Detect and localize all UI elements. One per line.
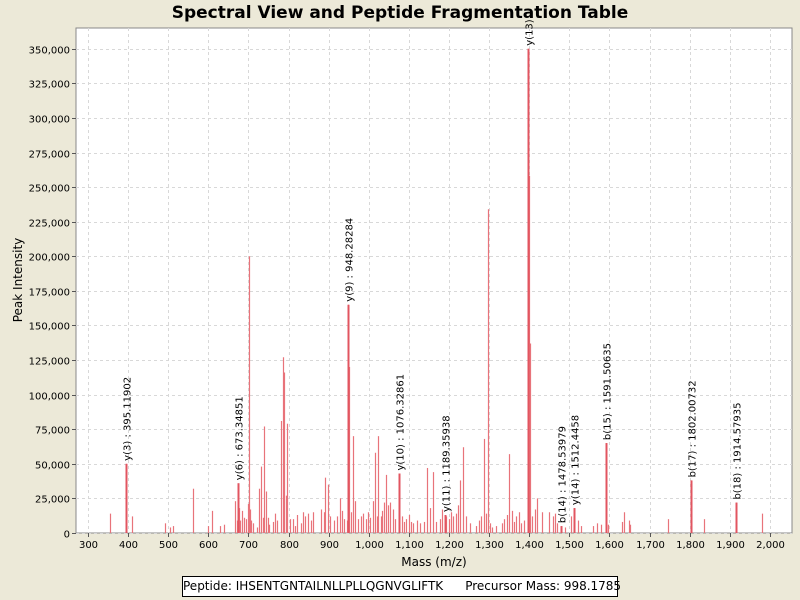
x-tick-label: 1,800 bbox=[676, 540, 705, 551]
x-tick-label: 800 bbox=[280, 540, 299, 551]
peak-annotation-label: y(10) : 1076.32861 bbox=[396, 374, 407, 471]
peak-annotation-label: y(13) bbox=[525, 19, 536, 46]
peak-annotation-label: b(14) : 1478.53979 bbox=[558, 426, 569, 523]
x-tick-label: 1,100 bbox=[395, 540, 424, 551]
x-tick-label: 1,000 bbox=[355, 540, 384, 551]
peptide-sequence: Peptide: IHSENTGNTAILNLLPLLQGNVGLIFTK bbox=[183, 579, 444, 593]
plot-area bbox=[75, 27, 793, 534]
peak-annotation-label: b(15) : 1591.50635 bbox=[603, 343, 614, 440]
chart-title: Spectral View and Peptide Fragmentation … bbox=[171, 3, 629, 23]
y-tick-label: 175,000 bbox=[29, 288, 70, 299]
x-axis-label: Mass (m/z) bbox=[401, 555, 466, 569]
y-tick-label: 300,000 bbox=[29, 115, 70, 126]
y-tick-label: 225,000 bbox=[29, 219, 70, 230]
precursor-mass: Precursor Mass: 998.1785 bbox=[465, 579, 622, 593]
y-tick-label: 150,000 bbox=[29, 322, 70, 333]
y-tick-label: 325,000 bbox=[29, 80, 70, 91]
x-tick-label: 1,300 bbox=[475, 540, 504, 551]
peptide-info-box: Peptide: IHSENTGNTAILNLLPLLQGNVGLIFTK Pre… bbox=[182, 576, 622, 597]
x-tick-label: 500 bbox=[159, 540, 178, 551]
x-tick-label: 300 bbox=[79, 540, 98, 551]
axes: 0 25,000 50,000 75,000 100,000 125,000 150,000… bbox=[29, 46, 785, 552]
y-tick-label: 125,000 bbox=[29, 357, 70, 368]
peak-annotation-label: b(18) : 1914.57935 bbox=[733, 403, 744, 500]
peak-annotations: y(3) : 395.11902 y(6) : 673.34851 y(9) : 9… bbox=[123, 19, 744, 533]
y-axis-label: Peak Intensity bbox=[11, 238, 25, 323]
y-tick-label: 25,000 bbox=[35, 495, 70, 506]
x-tick-label: 400 bbox=[119, 540, 138, 551]
x-tick-label: 1,400 bbox=[515, 540, 544, 551]
y-tick-label: 75,000 bbox=[35, 426, 70, 437]
peak-annotation-label: y(3) : 395.11902 bbox=[123, 377, 134, 461]
x-tick-label: 2,000 bbox=[756, 540, 785, 551]
x-tick-label: 600 bbox=[199, 540, 218, 551]
x-tick-label: 1,600 bbox=[595, 540, 624, 551]
x-tick-label: 700 bbox=[239, 540, 258, 551]
peak-annotation-label: y(11) : 1189.35938 bbox=[442, 415, 453, 512]
y-tick-label: 50,000 bbox=[35, 461, 70, 472]
x-tick-label: 1,200 bbox=[435, 540, 464, 551]
x-tick-label: 1,700 bbox=[636, 540, 665, 551]
grid-lines bbox=[76, 28, 792, 534]
peak-annotation-label: y(9) : 948.28284 bbox=[345, 218, 356, 302]
x-tick-label: 1,500 bbox=[555, 540, 584, 551]
y-tick-label: 350,000 bbox=[29, 46, 70, 57]
peak-annotation-label: b(17) : 1802.00732 bbox=[688, 380, 699, 477]
peak-annotation-label: y(6) : 673.34851 bbox=[235, 396, 246, 480]
y-tick-label: 100,000 bbox=[29, 392, 70, 403]
x-tick-label: 900 bbox=[320, 540, 339, 551]
y-tick-label: 250,000 bbox=[29, 184, 70, 195]
y-tick-label: 0 bbox=[64, 530, 70, 541]
x-tick-label: 1,900 bbox=[716, 540, 745, 551]
peak-annotation-label: y(14) : 1512.4458 bbox=[571, 415, 582, 505]
y-tick-label: 200,000 bbox=[29, 253, 70, 264]
y-tick-label: 275,000 bbox=[29, 150, 70, 161]
